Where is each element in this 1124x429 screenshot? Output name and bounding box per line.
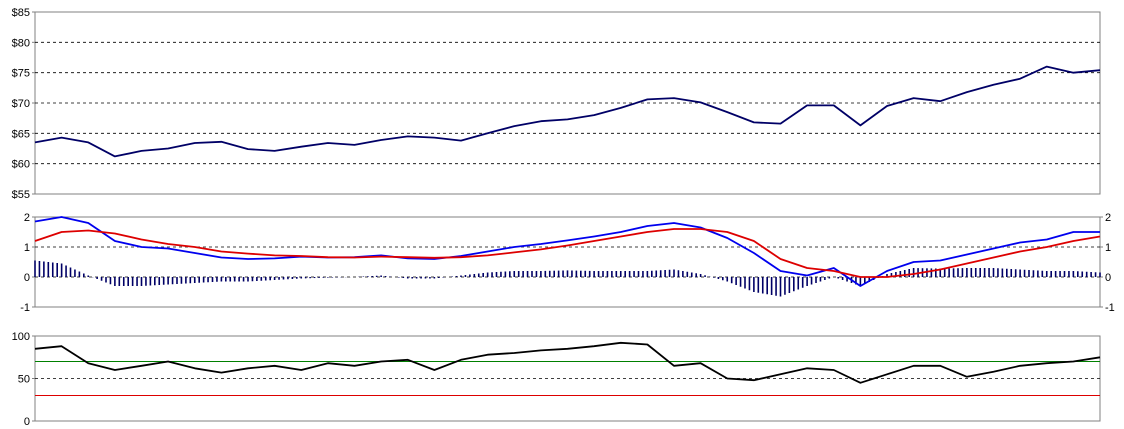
y-tick-label: $80 bbox=[12, 37, 30, 49]
y-tick-label: 0 bbox=[24, 272, 30, 284]
y-tick-label: $60 bbox=[12, 159, 30, 171]
y-tick-label: 50 bbox=[18, 374, 30, 386]
y-tick-label: 2 bbox=[24, 212, 30, 224]
series-line-1 bbox=[34, 216, 1100, 287]
y-tick-label: -1 bbox=[20, 302, 30, 314]
series-line-2 bbox=[34, 228, 1101, 278]
right-y-tick-label: 2 bbox=[1105, 212, 1111, 224]
y-tick-label: 0 bbox=[24, 416, 30, 428]
y-tick-label: $55 bbox=[12, 189, 30, 201]
y-tick-label: 1 bbox=[24, 242, 30, 254]
right-y-tick-label: -1 bbox=[1105, 302, 1115, 314]
y-tick-label: $75 bbox=[12, 68, 30, 80]
series-line-1 bbox=[34, 65, 1101, 158]
y-tick-label: 100 bbox=[12, 331, 30, 343]
plot-frame bbox=[34, 11, 1101, 195]
right-y-tick-label: 0 bbox=[1105, 272, 1111, 284]
y-tick-label: $70 bbox=[12, 98, 30, 110]
chart-panel-3: 0 50 100 bbox=[12, 331, 1101, 428]
series-line-1 bbox=[34, 341, 1101, 384]
plot-frame bbox=[34, 216, 1101, 308]
chart-panel-1: $55 $60 $65 $70 $75 $80 $85 bbox=[12, 7, 1101, 201]
y-tick-label: $85 bbox=[12, 7, 30, 19]
right-y-tick-label: 1 bbox=[1105, 242, 1111, 254]
y-tick-label: $65 bbox=[12, 128, 30, 140]
histogram-series bbox=[34, 260, 1101, 297]
chart-panel-2: -1 0 1 2 -1 0 1 2 bbox=[20, 212, 1115, 314]
